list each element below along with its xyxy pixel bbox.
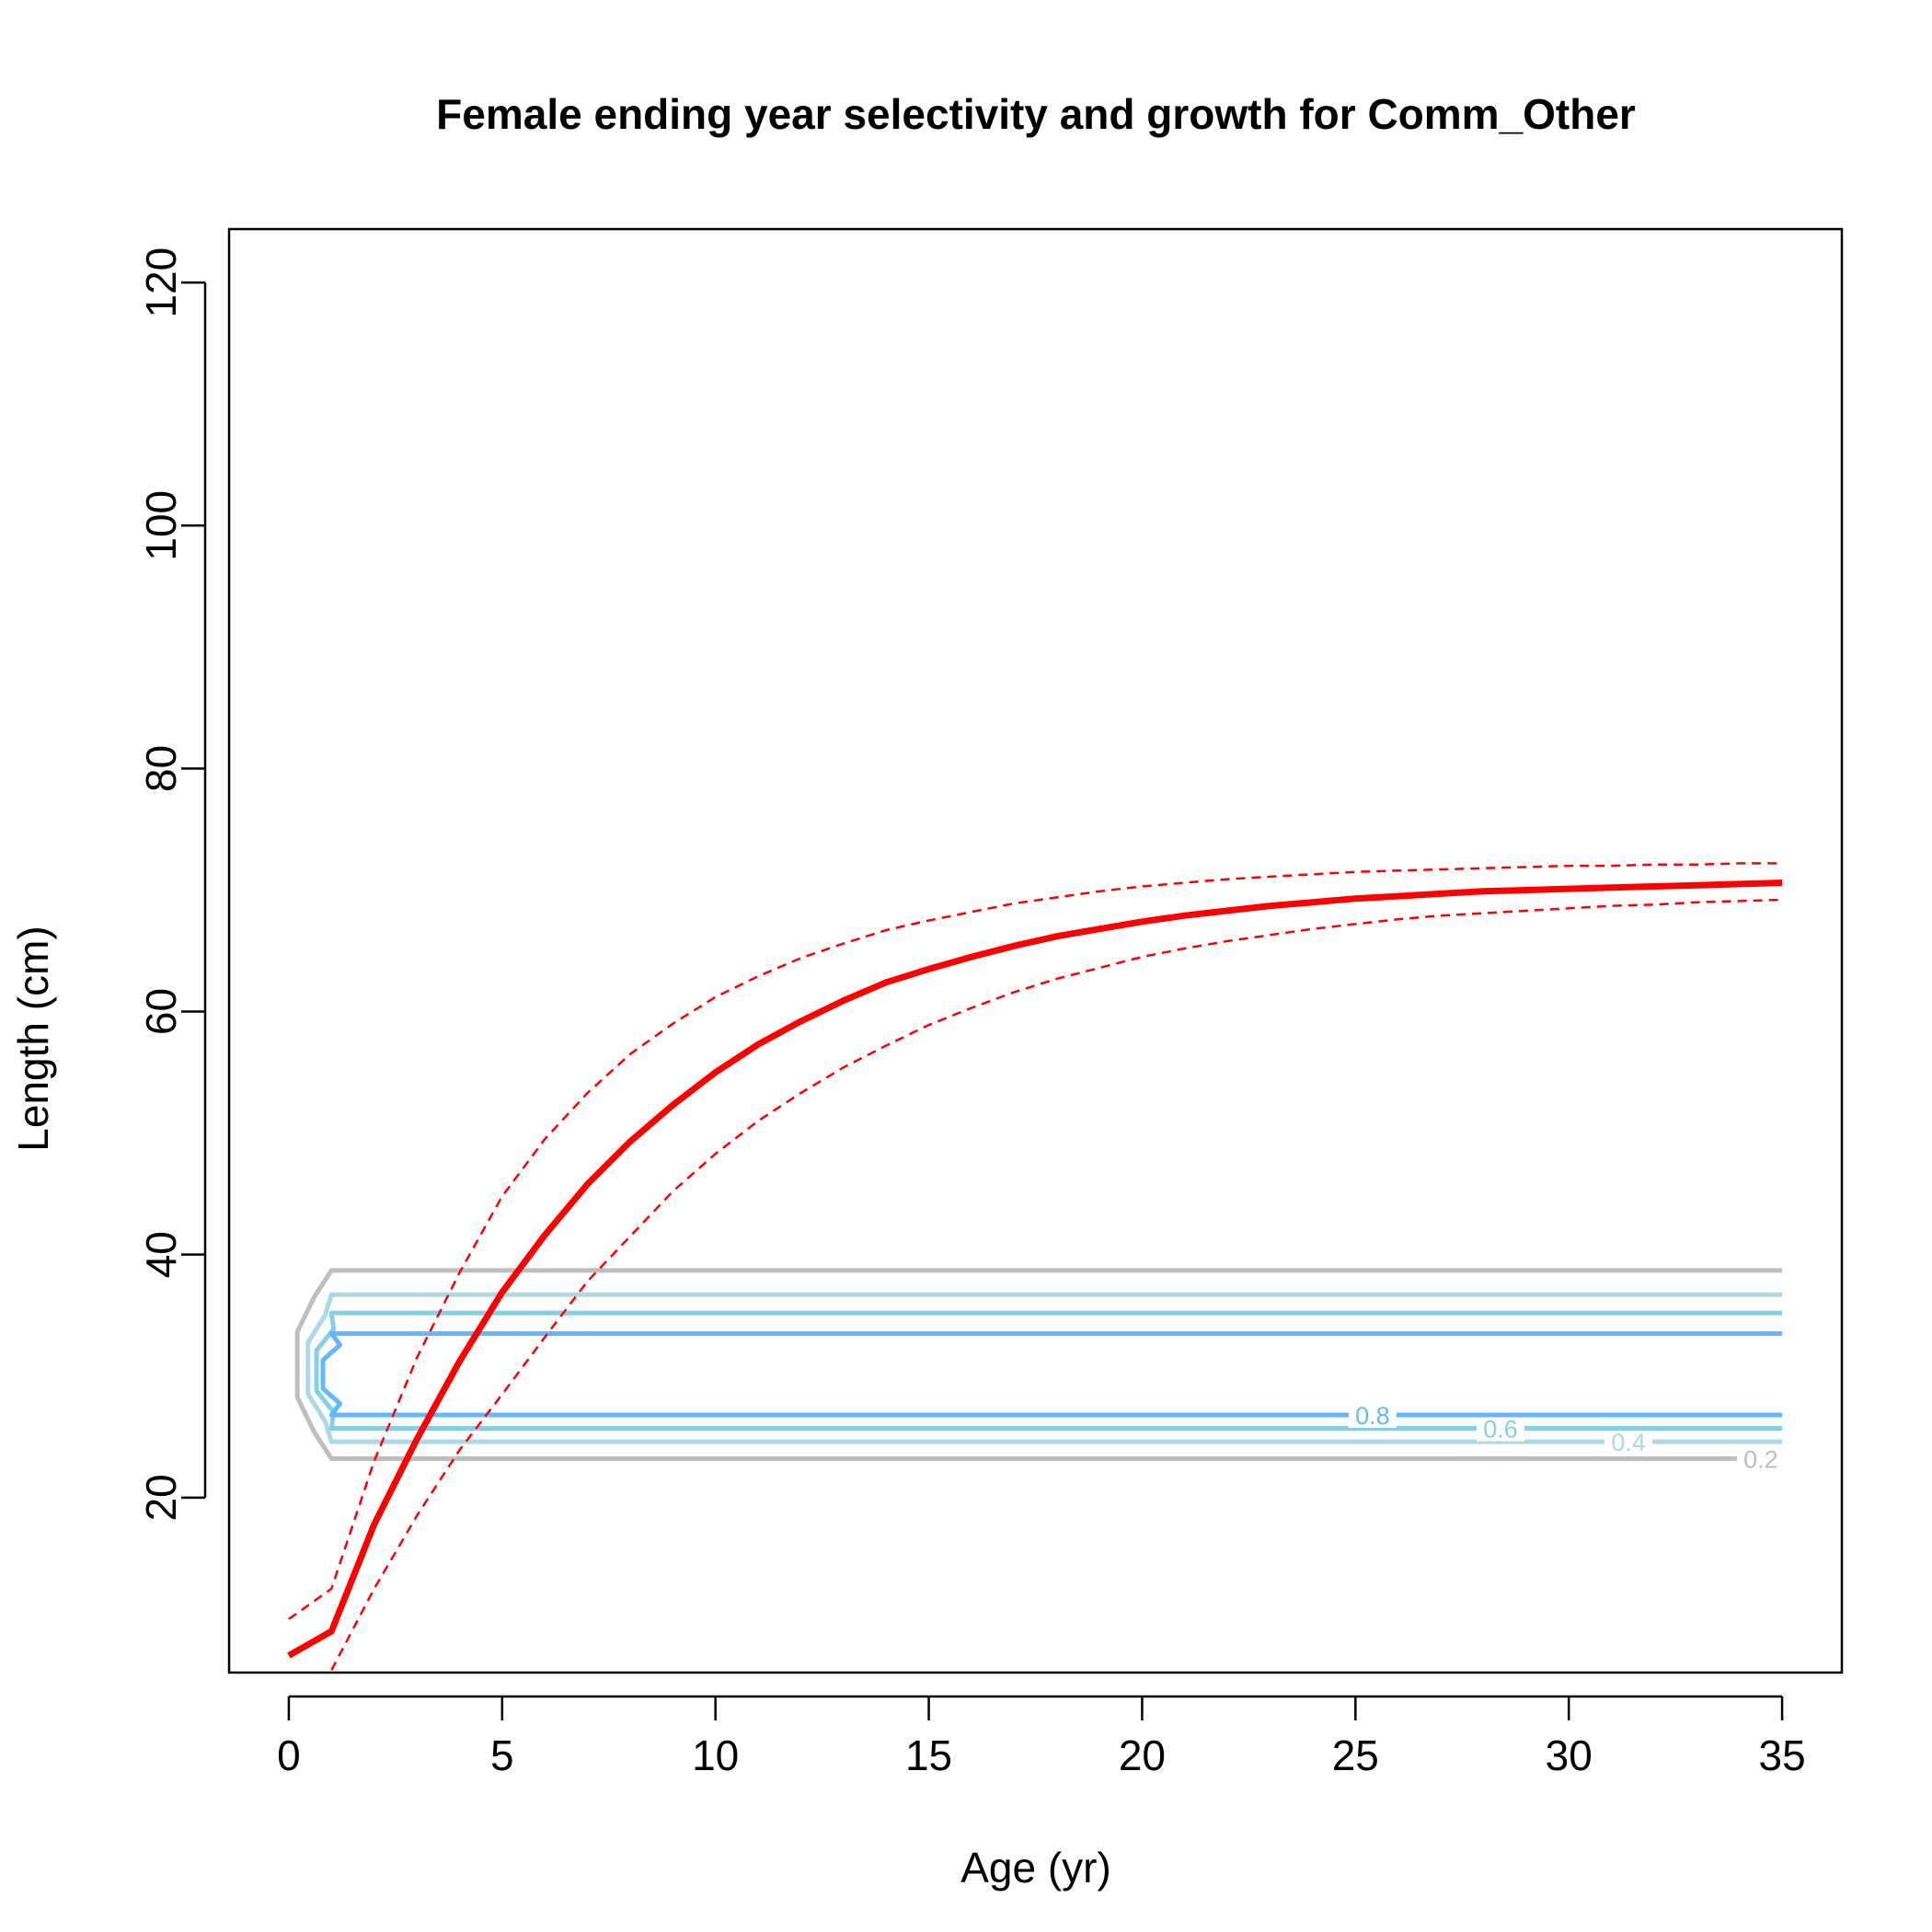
contour-label-0.8: 0.8	[1355, 1402, 1390, 1430]
growth-curves	[287, 862, 1783, 1671]
contour-label-0.2: 0.2	[1743, 1446, 1778, 1474]
x-tick-label-5: 5	[490, 1731, 514, 1779]
y-tick-label-60: 60	[137, 988, 185, 1035]
y-tick-label-120: 120	[137, 247, 185, 318]
x-axis-label: Age (yr)	[960, 1844, 1111, 1892]
axes: 0 5 10 15 20 25 30 35 20 40 60 80 100 120	[137, 247, 1806, 1779]
contour-label-gap-0.4	[1604, 1429, 1653, 1455]
contour-label-gap-0.6	[1476, 1415, 1524, 1442]
growth-lower-interval	[330, 898, 1783, 1671]
contour-line-0.8	[320, 1331, 1783, 1418]
x-tick-label-25: 25	[1332, 1731, 1379, 1779]
y-tick-label-100: 100	[137, 490, 185, 561]
y-tick-label-20: 20	[137, 1474, 185, 1521]
x-tick-label-20: 20	[1119, 1731, 1166, 1779]
growth-mean-line	[287, 880, 1783, 1659]
selectivity-contours: 0.2 0.4 0.6 0.8	[294, 1268, 1785, 1474]
y-tick-label-40: 40	[137, 1231, 185, 1278]
y-tick-label-80: 80	[137, 745, 185, 792]
x-tick-label-10: 10	[692, 1731, 739, 1779]
contour-line-0.6	[314, 1310, 1783, 1432]
x-tick-label-30: 30	[1546, 1731, 1593, 1779]
x-tick-label-0: 0	[277, 1731, 301, 1779]
chart-title: Female ending year selectivity and growt…	[436, 90, 1636, 138]
contour-label-0.4: 0.4	[1611, 1429, 1646, 1456]
y-axis-label: Length (cm)	[9, 926, 57, 1151]
plot-frame	[227, 227, 1844, 1674]
contour-line-0.2	[294, 1268, 1783, 1462]
growth-upper-interval	[288, 862, 1783, 1620]
contour-line-0.4	[305, 1292, 1783, 1444]
contour-label-gap-0.2	[1736, 1445, 1785, 1472]
x-tick-label-15: 15	[905, 1731, 952, 1779]
contour-label-0.6: 0.6	[1483, 1416, 1518, 1443]
x-tick-label-35: 35	[1758, 1731, 1805, 1779]
contour-label-gap-0.8	[1348, 1402, 1397, 1429]
